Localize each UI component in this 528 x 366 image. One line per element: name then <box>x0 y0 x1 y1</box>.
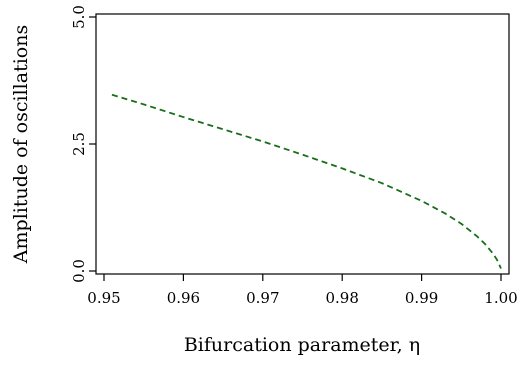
series-line <box>111 93 502 269</box>
y-axis-title: Amplitude of oscillations <box>10 25 32 264</box>
x-axis-title: Bifurcation parameter, η <box>184 334 420 356</box>
y-tick-label: 5.0 <box>70 5 88 29</box>
x-tick-label: 0.97 <box>246 289 279 307</box>
x-tick-label: 0.99 <box>405 289 438 307</box>
y-axis: 0.0 2.5 5.0 <box>70 5 96 283</box>
series-layer <box>111 93 502 269</box>
x-tick-label: 0.95 <box>87 289 120 307</box>
plot-frame <box>95 13 510 275</box>
x-tick-label: 0.96 <box>167 289 200 307</box>
y-tick-label: 0.0 <box>70 259 88 283</box>
x-axis: 0.95 0.96 0.97 0.98 0.99 1.00 <box>87 274 518 307</box>
y-tick-label: 2.5 <box>70 132 88 156</box>
x-tick-label: 1.00 <box>484 289 517 307</box>
x-tick-label: 0.98 <box>325 289 358 307</box>
